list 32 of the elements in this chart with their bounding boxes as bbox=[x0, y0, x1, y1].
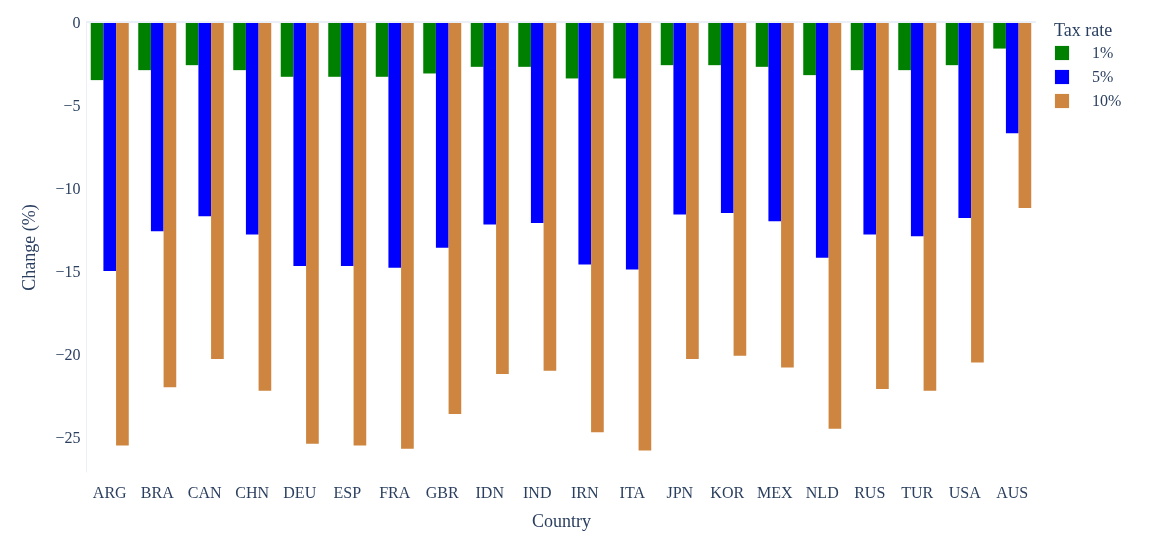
x-tick-label: DEU bbox=[283, 483, 317, 501]
x-tick-label: KOR bbox=[710, 483, 745, 501]
x-tick-label: JPN bbox=[666, 483, 694, 501]
y-axis-title: Change (%) bbox=[19, 204, 41, 291]
y-tick-label: −15 bbox=[55, 262, 81, 280]
x-axis-title: Country bbox=[531, 510, 592, 531]
y-tick-label: 0 bbox=[72, 13, 81, 31]
x-tick-label: ARG bbox=[92, 483, 128, 501]
x-tick-label: ESP bbox=[333, 483, 362, 501]
y-tick-label: −10 bbox=[55, 179, 81, 197]
x-tick-label: IND bbox=[523, 483, 552, 501]
y-tick-label: −5 bbox=[63, 96, 81, 114]
y-tick-label: −20 bbox=[55, 345, 81, 363]
x-tick-label: RUS bbox=[854, 483, 886, 501]
x-tick-label: FRA bbox=[379, 483, 411, 501]
x-tick-label: NLD bbox=[805, 483, 839, 501]
x-tick-label: BRA bbox=[140, 483, 175, 501]
y-tick-label: −25 bbox=[55, 428, 81, 446]
x-tick-label: GBR bbox=[425, 483, 460, 501]
x-tick-label: ITA bbox=[619, 483, 646, 501]
x-tick-label: AUS bbox=[996, 483, 1029, 501]
legend-label: 10% bbox=[1092, 92, 1122, 109]
x-tick-label: MEX bbox=[756, 483, 793, 501]
x-tick-label: CHN bbox=[235, 483, 270, 501]
legend-title: Tax rate bbox=[1054, 20, 1113, 40]
x-tick-label: CAN bbox=[187, 483, 223, 501]
x-tick-label: TUR bbox=[901, 483, 934, 501]
x-tick-label: IDN bbox=[475, 483, 505, 501]
legend-label: 5% bbox=[1092, 68, 1114, 85]
x-tick-label: USA bbox=[948, 483, 982, 501]
legend-label: 1% bbox=[1092, 44, 1114, 61]
x-tick-label: IRN bbox=[570, 483, 599, 501]
